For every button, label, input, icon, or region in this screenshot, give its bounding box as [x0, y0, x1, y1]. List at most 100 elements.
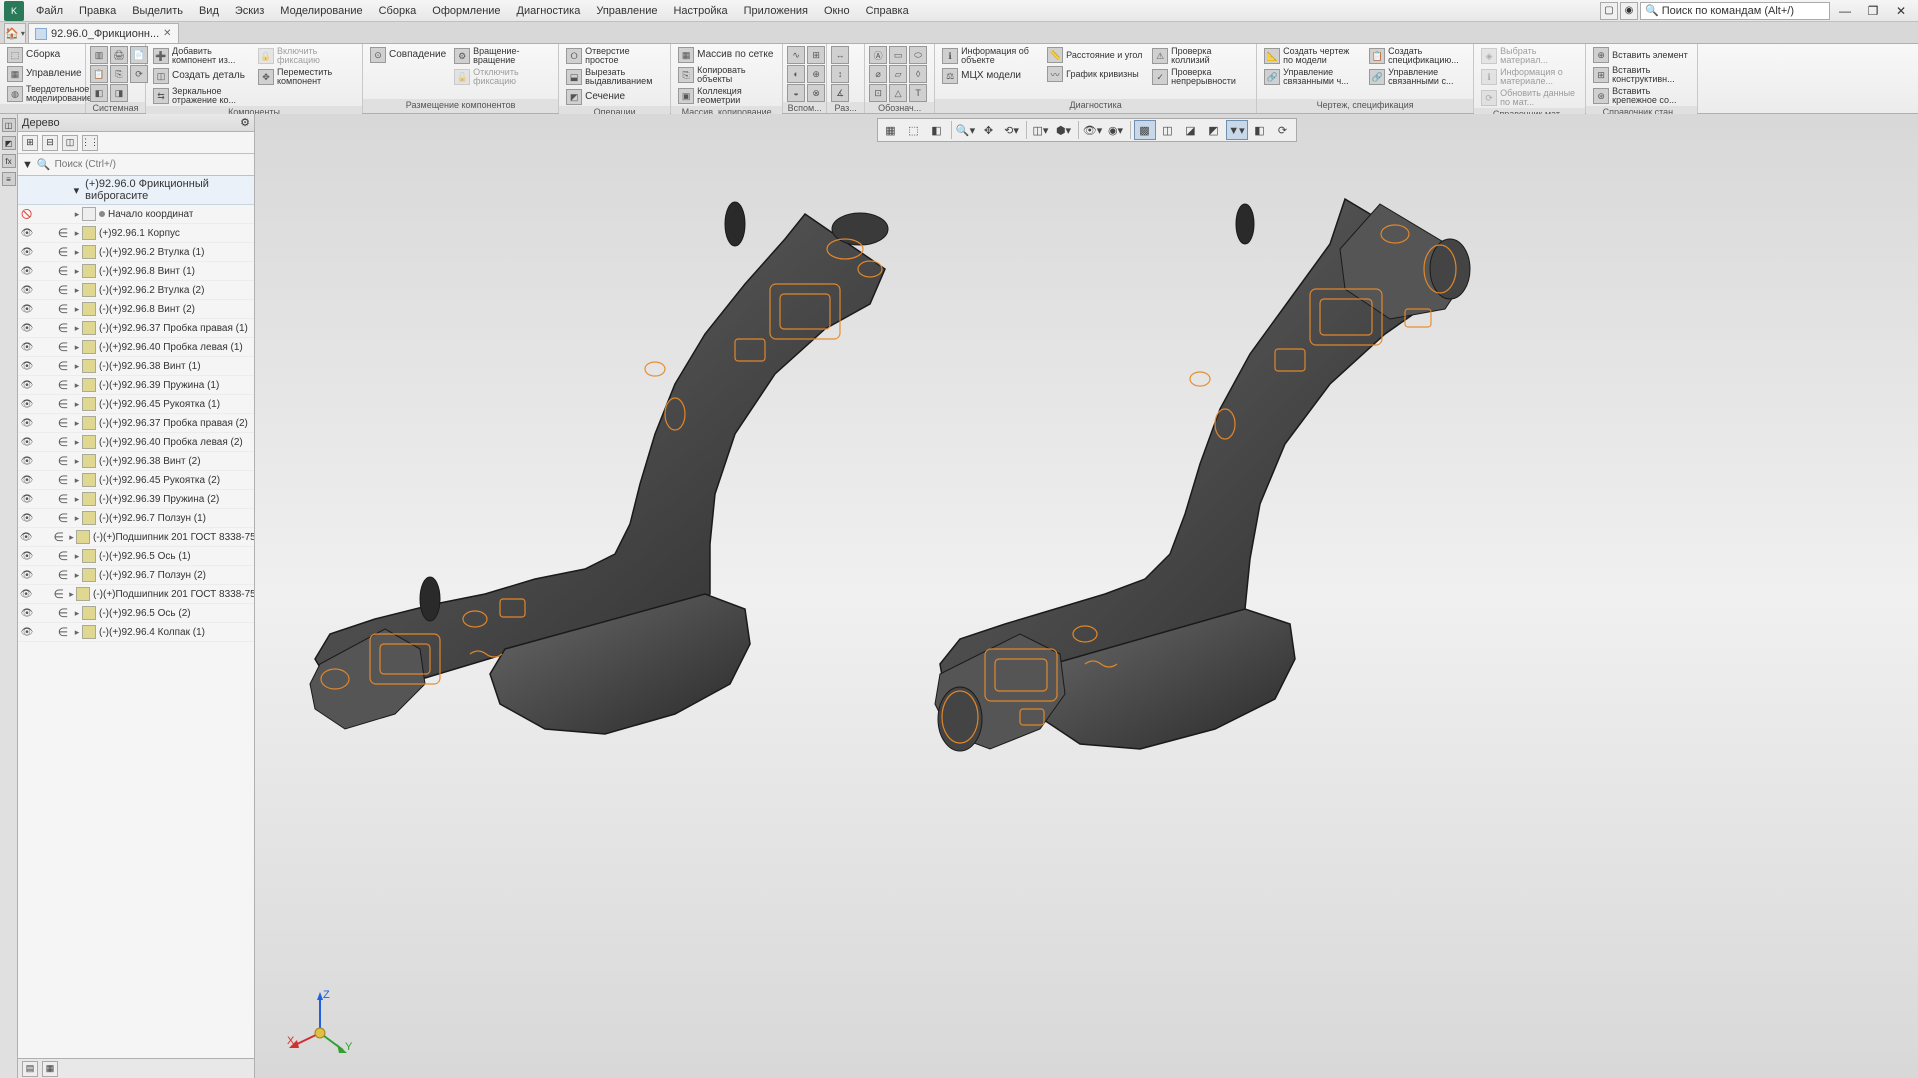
ann-icon[interactable]: Ⓐ [869, 46, 887, 64]
menu-диагностика[interactable]: Диагностика [509, 2, 589, 20]
menu-управление[interactable]: Управление [588, 2, 665, 20]
hole[interactable]: ⭘Отверстие простое [563, 46, 666, 66]
tree-node[interactable]: ▸(-)(+)92.96.40 Пробка левая (1) [18, 338, 254, 357]
vt-btn[interactable]: ⟳ [1272, 120, 1294, 140]
create-bom[interactable]: 📋Создать спецификацию... [1366, 46, 1469, 66]
maximize-button[interactable]: ❐ [1860, 2, 1886, 20]
copy-objects[interactable]: ⎘Копировать объекты [675, 65, 778, 85]
tree-node[interactable]: ▸(-)(+)92.96.40 Пробка левая (2) [18, 433, 254, 452]
sys-icon[interactable]: 🖨 [110, 46, 128, 64]
sys-icon[interactable]: ◨ [110, 84, 128, 102]
aux-icon[interactable]: ⊗ [807, 84, 825, 102]
command-search[interactable]: 🔍Поиск по командам (Alt+/) [1640, 2, 1830, 20]
tree-node[interactable]: ▸(-)(+)92.96.5 Ось (2) [18, 604, 254, 623]
menu-окно[interactable]: Окно [816, 2, 858, 20]
tree-node[interactable]: ▸(-)(+)92.96.2 Втулка (1) [18, 243, 254, 262]
tree-node[interactable]: ▸(-)(+)92.96.45 Рукоятка (2) [18, 471, 254, 490]
ann-icon[interactable]: △ [889, 84, 907, 102]
document-tab[interactable]: 92.96.0_Фрикционн... ✕ [28, 23, 179, 43]
ann-icon[interactable]: T [909, 84, 927, 102]
aux-icon[interactable]: ◐ [787, 65, 805, 83]
tree-node[interactable]: ▸(-)(+)92.96.45 Рукоятка (1) [18, 395, 254, 414]
tree-node[interactable]: ▸(-)(+)92.96.8 Винт (1) [18, 262, 254, 281]
tree-footer-btn[interactable]: ▤ [22, 1061, 38, 1077]
tab-close-icon[interactable]: ✕ [163, 28, 171, 39]
home-tab[interactable]: 🏠▾ [4, 23, 26, 43]
sidebar-btn[interactable]: ≡ [2, 172, 16, 186]
menu-выделить[interactable]: Выделить [124, 2, 191, 20]
sys-icon[interactable]: ⎘ [110, 65, 128, 83]
tree-node[interactable]: ▸(-)(+)92.96.38 Винт (1) [18, 357, 254, 376]
menu-справка[interactable]: Справка [858, 2, 917, 20]
tree-origin-node[interactable]: ▸ Начало координат [18, 205, 254, 224]
menu-настройка[interactable]: Настройка [665, 2, 735, 20]
manage-linked-dwg[interactable]: 🔗Управление связанными ч... [1261, 67, 1364, 87]
sys-icon[interactable]: ▥ [90, 46, 108, 64]
ann-icon[interactable]: ◊ [909, 65, 927, 83]
vt-btn[interactable]: ◉▾ [1105, 120, 1127, 140]
sidebar-btn[interactable]: ◩ [2, 136, 16, 150]
tree-tool[interactable]: ◫ [62, 135, 78, 151]
menu-эскиз[interactable]: Эскиз [227, 2, 272, 20]
create-drawing[interactable]: 📐Создать чертеж по модели [1261, 46, 1364, 66]
tree-node[interactable]: ▸(-)(+)92.96.39 Пружина (1) [18, 376, 254, 395]
vt-btn[interactable]: ◧ [1249, 120, 1271, 140]
layout-btn-1[interactable]: ▢ [1600, 2, 1618, 20]
dim-icon[interactable]: ↕ [831, 65, 849, 83]
dim-icon[interactable]: ↔ [831, 46, 849, 64]
tree-node[interactable]: ▸(-)(+)92.96.5 Ось (1) [18, 547, 254, 566]
vt-btn[interactable]: ◧ [926, 120, 948, 140]
tree-node[interactable]: ▸(+)92.96.1 Корпус [18, 224, 254, 243]
sidebar-btn[interactable]: fx [2, 154, 16, 168]
vt-btn[interactable]: ◩ [1203, 120, 1225, 140]
tree-settings-icon[interactable]: ⚙ [240, 116, 250, 129]
coincidence[interactable]: ⊙Совпадение [367, 46, 449, 64]
insert-fastener[interactable]: ⊛Вставить крепежное со... [1590, 86, 1693, 106]
tree-node[interactable]: ▸(-)(+)92.96.8 Винт (2) [18, 300, 254, 319]
collision-check[interactable]: ⚠Проверка коллизий [1149, 46, 1252, 66]
mirror-comp[interactable]: ⇆Зеркальное отражение ко... [150, 86, 253, 106]
menu-моделирование[interactable]: Моделирование [272, 2, 370, 20]
continuity-check[interactable]: ✓Проверка непрерывности [1149, 67, 1252, 87]
tree-node[interactable]: ▸(-)(+)92.96.37 Пробка правая (1) [18, 319, 254, 338]
aux-icon[interactable]: ⊞ [807, 46, 825, 64]
filter-icon[interactable]: ▼ [22, 159, 33, 171]
section[interactable]: ◩Сечение [563, 88, 666, 106]
tree-node[interactable]: ▸(-)(+)92.96.38 Винт (2) [18, 452, 254, 471]
tree-node[interactable]: ▸(-)(+)92.96.37 Пробка правая (2) [18, 414, 254, 433]
vt-btn[interactable]: ⟲▾ [1001, 120, 1023, 140]
aux-icon[interactable]: ◒ [787, 84, 805, 102]
create-part[interactable]: ◫Создать деталь [150, 67, 253, 85]
tree-node[interactable]: ▸(-)(+)92.96.39 Пружина (2) [18, 490, 254, 509]
ann-icon[interactable]: ⬭ [909, 46, 927, 64]
ann-icon[interactable]: ▱ [889, 65, 907, 83]
tree-node[interactable]: ▸(-)(+)92.96.7 Ползун (2) [18, 566, 254, 585]
ann-icon[interactable]: ▭ [889, 46, 907, 64]
sys-icon[interactable]: ◧ [90, 84, 108, 102]
pattern-grid[interactable]: ▦Массив по сетке [675, 46, 778, 64]
tree-node[interactable]: ▸(-)(+)92.96.4 Колпак (1) [18, 623, 254, 642]
ann-icon[interactable]: ⌀ [869, 65, 887, 83]
geom-collection[interactable]: ▣Коллекция геометрии [675, 86, 778, 106]
tree-node[interactable]: ▸(-)(+)92.96.2 Втулка (2) [18, 281, 254, 300]
object-info[interactable]: ℹИнформация об объекте [939, 46, 1042, 66]
vt-btn[interactable]: ◪ [1180, 120, 1202, 140]
tree-search-input[interactable] [55, 159, 250, 170]
vt-btn[interactable]: ◫▾ [1030, 120, 1052, 140]
tree-tool[interactable]: ⋮⋮ [82, 135, 98, 151]
menu-приложения[interactable]: Приложения [736, 2, 816, 20]
tree-node[interactable]: ▸(-)(+)92.96.7 Ползун (1) [18, 509, 254, 528]
dim-icon[interactable]: ∡ [831, 84, 849, 102]
viewport-3d[interactable]: ▦ ⬚ ◧ 🔍▾ ✥ ⟲▾ ◫▾ ⬢▾ 👁▾ ◉▾ ▩ ◫ ◪ ◩ ▼▾ ◧ [255, 114, 1918, 1078]
mass-props[interactable]: ⚖МЦХ модели [939, 67, 1042, 85]
menu-сборка[interactable]: Сборка [371, 2, 425, 20]
aux-icon[interactable]: ∿ [787, 46, 805, 64]
insert-element[interactable]: ⊕Вставить элемент [1590, 46, 1693, 64]
vt-btn[interactable]: ▦ [880, 120, 902, 140]
move-comp[interactable]: ✥Переместить компонент [255, 67, 358, 87]
tree-node[interactable]: ▸(-)(+)Подшипник 201 ГОСТ 8338-75 (1) [18, 528, 254, 547]
tree-tool[interactable]: ⊟ [42, 135, 58, 151]
vt-btn[interactable]: ⬚ [903, 120, 925, 140]
minimize-button[interactable]: — [1832, 2, 1858, 20]
ann-icon[interactable]: ⊡ [869, 84, 887, 102]
